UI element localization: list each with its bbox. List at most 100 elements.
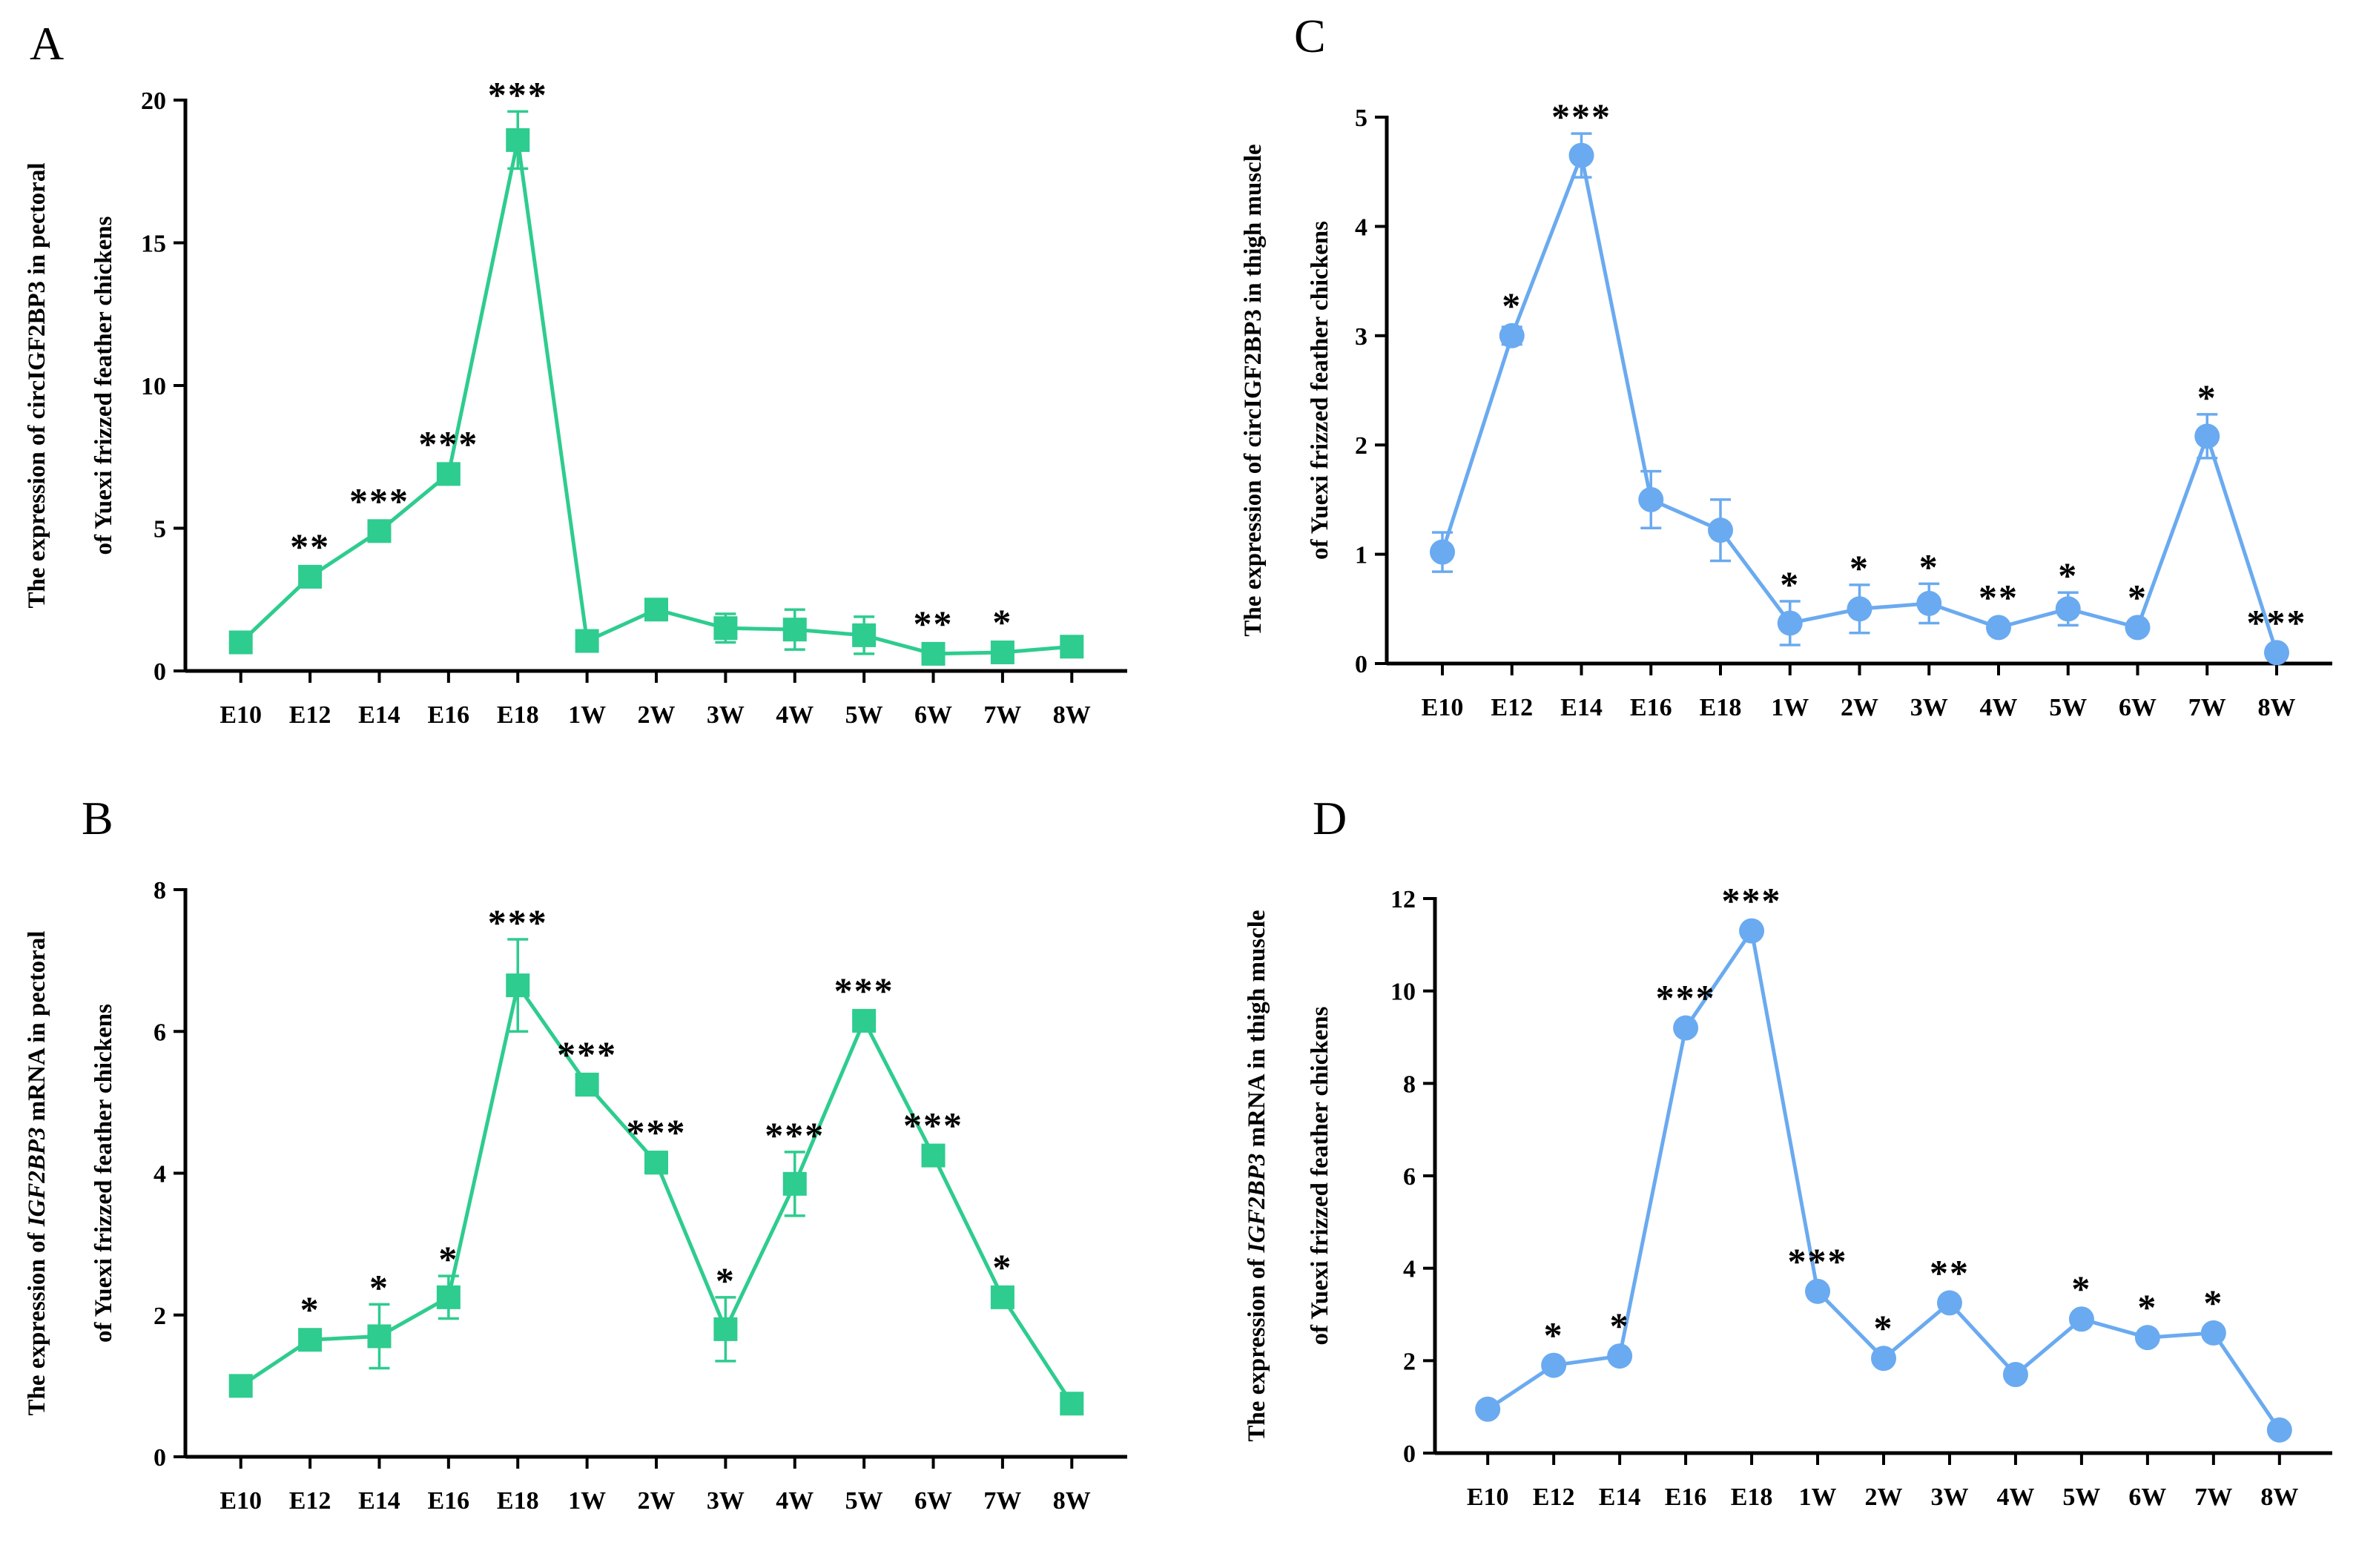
x-tick-label: 4W [776, 1487, 814, 1515]
significance-label: *** [903, 1105, 963, 1146]
significance-label: * [1780, 563, 1800, 605]
data-point [2055, 596, 2081, 622]
significance-label: * [438, 1238, 458, 1280]
x-tick-label: E16 [1665, 1483, 1707, 1511]
x-tick-label: 2W [1841, 694, 1878, 721]
x-tick-label: 3W [707, 1487, 745, 1515]
y-tick-label: 2 [154, 1303, 166, 1330]
panel-c: C The expression of circIGF2BP3 in thigh … [1240, 10, 2332, 721]
data-point [852, 1008, 877, 1033]
data-point [1871, 1346, 1896, 1372]
y-axis-label-pre: The expression of [1244, 1252, 1270, 1441]
x-tick-label: 7W [983, 1487, 1021, 1515]
x-tick-label: E16 [1630, 694, 1672, 721]
y-tick-label: 15 [141, 231, 166, 258]
panel-b: B The expression of IGF2BP3 mRNA in pecto… [24, 792, 1127, 1515]
data-point [782, 618, 807, 642]
x-tick-label: 5W [2049, 694, 2087, 721]
panel-d: D The expression of IGF2BP3 mRNA in thigh… [1244, 792, 2332, 1511]
x-tick-label: E16 [428, 701, 470, 729]
data-point [436, 462, 461, 486]
y-tick-label: 2 [1403, 1348, 1416, 1375]
y-tick-label: 3 [1355, 323, 1367, 351]
y-axis-label-line1: The expression of circIGF2BP3 in pectora… [24, 163, 50, 609]
significance-label: * [1502, 285, 1522, 326]
panel-letter: B [82, 792, 113, 844]
data-point [1847, 596, 1872, 622]
significance-label: * [2071, 1268, 2091, 1309]
x-tick-label: 6W [2128, 1483, 2166, 1511]
significance-label: * [2197, 377, 2217, 418]
x-tick-label: E10 [1422, 694, 1464, 721]
panel-letter: C [1294, 10, 1326, 62]
x-tick-label: E12 [289, 701, 331, 729]
x-tick-label: 1W [1799, 1483, 1837, 1511]
y-axis-label-post: mRNA in thigh muscle [1244, 910, 1270, 1153]
significance-label: * [1874, 1307, 1894, 1349]
data-point [1499, 322, 1525, 348]
significance-label: *** [1722, 880, 1782, 922]
x-tick-label: E10 [220, 701, 262, 729]
significance-label: *** [765, 1114, 825, 1156]
x-tick-label: 8W [2258, 694, 2296, 721]
x-tick-label: E14 [1599, 1483, 1641, 1511]
data-point [436, 1285, 461, 1309]
x-tick-label: 3W [1930, 1483, 1968, 1511]
significance-label: *** [349, 480, 409, 521]
y-tick-label: 0 [1355, 651, 1367, 678]
x-tick-label: E14 [358, 701, 400, 729]
x-tick-label: 4W [1996, 1483, 2034, 1511]
data-point [2264, 640, 2289, 666]
data-point [298, 564, 323, 589]
x-tick-label: 7W [983, 701, 1021, 729]
y-tick-label: 6 [1403, 1163, 1416, 1191]
data-point [1568, 142, 1594, 168]
y-axis-label-line1: The expression of IGF2BP3 mRNA in thigh … [1244, 910, 1270, 1441]
data-point [506, 973, 530, 998]
x-tick-label: 8W [2260, 1483, 2298, 1511]
significance-label: * [1919, 546, 1939, 587]
significance-label: *** [1788, 1240, 1848, 1282]
significance-label: * [300, 1289, 320, 1330]
data-point [1060, 635, 1084, 659]
y-axis-label-line2: of Yuexi frizzed feather chickens [90, 216, 117, 555]
data-point [2194, 423, 2220, 449]
data-point [921, 1143, 946, 1168]
panel-letter: D [1313, 792, 1347, 844]
x-tick-label: 7W [2188, 694, 2226, 721]
significance-label: * [992, 601, 1012, 643]
y-tick-label: 4 [1403, 1256, 1416, 1283]
panel-a: A The expression of circIGF2BP3 in pector… [24, 17, 1127, 729]
significance-label: *** [834, 970, 894, 1011]
significance-label: * [2137, 1286, 2157, 1328]
data-point [2200, 1320, 2226, 1346]
data-point [1986, 615, 2011, 641]
data-point [921, 641, 946, 666]
data-point [2134, 1325, 2160, 1351]
y-tick-label: 0 [154, 658, 166, 686]
x-tick-label: 3W [1910, 694, 1948, 721]
x-tick-label: 2W [638, 1487, 676, 1515]
y-tick-label: 10 [1390, 979, 1416, 1006]
significance-label: * [2058, 555, 2078, 596]
data-point [644, 1151, 668, 1175]
significance-label: ** [1930, 1251, 1970, 1293]
significance-label: *** [1656, 977, 1716, 1019]
y-tick-label: 6 [154, 1019, 166, 1046]
data-point [713, 616, 738, 641]
significance-label: *** [488, 73, 548, 115]
x-tick-label: E18 [497, 1487, 539, 1515]
significance-label: *** [627, 1111, 687, 1153]
y-tick-label: 5 [1355, 105, 1367, 132]
x-tick-label: E18 [1731, 1483, 1773, 1511]
y-tick-label: 0 [1403, 1440, 1416, 1468]
y-tick-label: 10 [141, 373, 166, 400]
x-tick-label: E12 [289, 1487, 331, 1515]
x-tick-label: 1W [568, 1487, 606, 1515]
data-point [990, 640, 1014, 664]
y-axis-label-pre: The expression of [24, 1226, 50, 1415]
x-tick-label: E12 [1533, 1483, 1575, 1511]
data-point [782, 1171, 807, 1196]
y-axis-label-gene: IGF2BP3 [24, 1127, 50, 1227]
y-tick-label: 4 [1355, 214, 1367, 241]
